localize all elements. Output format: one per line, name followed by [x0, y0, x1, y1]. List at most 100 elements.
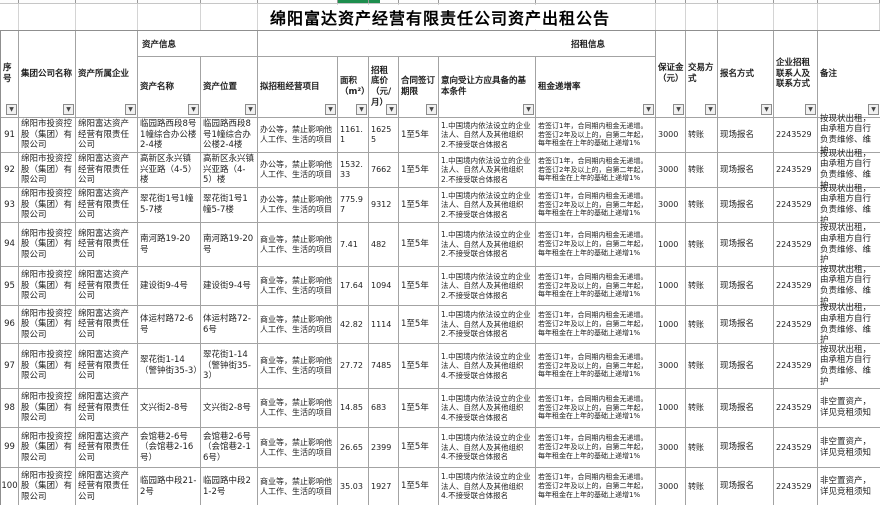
cell-bidder-conditions[interactable]: 1.中国境内依法设立的企业法人、自然人及其他组织 4.不接受联合体报名: [439, 468, 536, 505]
filter-dropdown-icon[interactable]: ▼: [761, 104, 772, 115]
cell-signup-method[interactable]: 现场报名: [718, 267, 774, 306]
cell-deposit[interactable]: 3000: [656, 118, 686, 153]
cell-contact[interactable]: 2243529: [774, 223, 818, 267]
col-header-bidder-conditions[interactable]: 意向受让方应具备的基本条件 ▼: [439, 57, 536, 118]
cell-remark[interactable]: 按现状出租，由承租方自行负责维修、维护: [818, 303, 880, 345]
cell-asset-location[interactable]: 临园路西段8号1幢综合办公楼2-4楼: [201, 118, 258, 153]
cell-area[interactable]: 1161.1: [338, 118, 369, 153]
cell-rent-increase[interactable]: 若签订1年，合同期内租金无递增。 若签订2年及以上的，自第二年起， 每年租金在上…: [536, 267, 656, 306]
cell-serial-number[interactable]: 98: [1, 389, 19, 428]
cell-deposit[interactable]: 1000: [656, 389, 686, 428]
cell-asset-owner[interactable]: 绵阳富达资产经营有限责任公司: [76, 468, 138, 505]
cell-asset-owner[interactable]: 绵阳富达资产经营有限责任公司: [76, 267, 138, 306]
cell-asset-location[interactable]: 翠花街1-14（警钟街35-3）: [201, 344, 258, 389]
cell-group-company[interactable]: 绵阳市投资控股（集团）有限公司: [19, 306, 76, 344]
cell-contact[interactable]: 2243529: [774, 468, 818, 505]
cell-asset-owner[interactable]: 绵阳富达资产经营有限责任公司: [76, 306, 138, 344]
cell-serial-number[interactable]: 100: [1, 468, 19, 505]
cell-rent-increase[interactable]: 若签订1年，合同期内租金无递增。 若签订2年及以上的，自第二年起， 每年租金在上…: [536, 188, 656, 223]
cell-base-price[interactable]: 7662: [369, 153, 399, 188]
filter-dropdown-icon[interactable]: ▼: [523, 104, 534, 115]
filter-dropdown-icon[interactable]: ▼: [386, 104, 397, 115]
cell-asset-location[interactable]: 建设街9-4号: [201, 267, 258, 306]
cell-contact[interactable]: 2243529: [774, 267, 818, 306]
cell-trade-method[interactable]: 转账: [686, 118, 718, 153]
cell-asset-location[interactable]: 南河路19-20号: [201, 223, 258, 267]
cell-remark[interactable]: 按现状出租，由承租方自行负责维修、维护: [818, 149, 880, 191]
filter-dropdown-icon[interactable]: ▼: [673, 104, 684, 115]
cell-asset-name[interactable]: 会馆巷2-6号（会馆巷2-16号）: [138, 428, 201, 468]
filter-dropdown-icon[interactable]: ▼: [643, 104, 654, 115]
cell-asset-owner[interactable]: 绵阳富达资产经营有限责任公司: [76, 118, 138, 153]
cell-contract-term[interactable]: 1至5年: [399, 344, 439, 389]
cell-trade-method[interactable]: 转账: [686, 188, 718, 223]
cell-rent-increase[interactable]: 若签订1年，合同期内租金无递增。 若签订2年及以上的，自第二年起， 每年租金在上…: [536, 118, 656, 153]
cell-group-company[interactable]: 绵阳市投资控股（集团）有限公司: [19, 389, 76, 428]
cell-base-price[interactable]: 683: [369, 389, 399, 428]
cell-group-company[interactable]: 绵阳市投资控股（集团）有限公司: [19, 188, 76, 223]
cell-asset-owner[interactable]: 绵阳富达资产经营有限责任公司: [76, 428, 138, 468]
cell-contract-term[interactable]: 1至5年: [399, 306, 439, 344]
col-header-asset-owner[interactable]: 资产所属企业 ▼: [76, 31, 138, 118]
cell-rent-increase[interactable]: 若签订1年，合同期内租金无递增。 若签订2年及以上的，自第二年起， 每年租金在上…: [536, 389, 656, 428]
cell-group-company[interactable]: 绵阳市投资控股（集团）有限公司: [19, 344, 76, 389]
cell-remark[interactable]: 按现状出租，由承租方自行负责维修、维护: [818, 223, 880, 267]
cell-base-price[interactable]: 1927: [369, 468, 399, 505]
cell-deposit[interactable]: 3000: [656, 468, 686, 505]
cell-rent-increase[interactable]: 若签订1年，合同期内租金无递增。 若签订2年及以上的，自第二年起， 每年租金在上…: [536, 428, 656, 468]
cell-rental-project[interactable]: 商业等，禁止影响他人工作、生活的项目: [258, 428, 338, 468]
cell-asset-name[interactable]: 临园路中段21-2号: [138, 468, 201, 505]
cell-remark[interactable]: 按现状出租，由承租方自行负责维修、维护: [818, 114, 880, 156]
cell-deposit[interactable]: 1000: [656, 306, 686, 344]
col-header-asset-name[interactable]: 资产名称 ▼: [138, 57, 201, 118]
cell-trade-method[interactable]: 转账: [686, 428, 718, 468]
cell-contact[interactable]: 2243529: [774, 306, 818, 344]
col-header-group-company[interactable]: 集团公司名称 ▼: [19, 31, 76, 118]
cell-asset-name[interactable]: 高新区永兴镇兴亚路（4-5）楼: [138, 153, 201, 188]
cell-group-company[interactable]: 绵阳市投资控股（集团）有限公司: [19, 223, 76, 267]
cell-bidder-conditions[interactable]: 1.中国境内依法设立的企业法人、自然人及其他组织 4.不接受联合体报名: [439, 389, 536, 428]
col-header-rent-increase[interactable]: 租金递增率 ▼: [536, 57, 656, 118]
cell-base-price[interactable]: 1094: [369, 267, 399, 306]
cell-remark[interactable]: 按现状出租，由承租方自行负责维修、维护: [818, 344, 880, 389]
cell-signup-method[interactable]: 现场报名: [718, 223, 774, 267]
filter-dropdown-icon[interactable]: ▼: [125, 104, 136, 115]
filter-dropdown-icon[interactable]: ▼: [6, 104, 17, 115]
cell-rental-project[interactable]: 办公等，禁止影响他人工作、生活的项目: [258, 188, 338, 223]
cell-deposit[interactable]: 3000: [656, 188, 686, 223]
cell-group-company[interactable]: 绵阳市投资控股（集团）有限公司: [19, 428, 76, 468]
cell-rent-increase[interactable]: 若签订1年，合同期内租金无递增。 若签订2年及以上的，自第二年起， 每年租金在上…: [536, 468, 656, 505]
cell-rental-project[interactable]: 办公等，禁止影响他人工作、生活的项目: [258, 153, 338, 188]
cell-rent-increase[interactable]: 若签订1年，合同期内租金无递增。 若签订2年及以上的，自第二年起， 每年租金在上…: [536, 344, 656, 389]
cell-asset-owner[interactable]: 绵阳富达资产经营有限责任公司: [76, 389, 138, 428]
cell-base-price[interactable]: 1114: [369, 306, 399, 344]
cell-rental-project[interactable]: 商业等，禁止影响他人工作、生活的项目: [258, 267, 338, 306]
col-header-base-price[interactable]: 招租底价（元/月） ▼: [369, 57, 399, 118]
cell-area[interactable]: 17.64: [338, 267, 369, 306]
cell-contact[interactable]: 2243529: [774, 188, 818, 223]
cell-asset-location[interactable]: 文兴街2-8号: [201, 389, 258, 428]
cell-serial-number[interactable]: 99: [1, 428, 19, 468]
cell-bidder-conditions[interactable]: 1.中国境内依法设立的企业法人、自然人及其他组织 2.不接受联合体报名: [439, 267, 536, 306]
cell-serial-number[interactable]: 94: [1, 223, 19, 267]
filter-dropdown-icon[interactable]: ▼: [63, 104, 74, 115]
cell-remark[interactable]: 按现状出租，由承租方自行负责维修、维护: [818, 184, 880, 226]
cell-asset-name[interactable]: 建设街9-4号: [138, 267, 201, 306]
cell-bidder-conditions[interactable]: 1.中国境内依法设立的企业法人、自然人及其他组织 4.不接受联合体报名: [439, 344, 536, 389]
cell-rent-increase[interactable]: 若签订1年，合同期内租金无递增。 若签订2年及以上的，自第二年起， 每年租金在上…: [536, 306, 656, 344]
col-group-header-asset-info[interactable]: 资产信息: [138, 31, 258, 57]
cell-asset-owner[interactable]: 绵阳富达资产经营有限责任公司: [76, 153, 138, 188]
cell-contract-term[interactable]: 1至5年: [399, 267, 439, 306]
cell-asset-name[interactable]: 体运村路72-6号: [138, 306, 201, 344]
cell-asset-name[interactable]: 翠花街1-14（警钟街35-3）: [138, 344, 202, 389]
cell-trade-method[interactable]: 转账: [686, 468, 718, 505]
filter-dropdown-icon[interactable]: ▼: [245, 104, 256, 115]
cell-remark[interactable]: 非空置资产，详见竞租须知: [818, 389, 880, 428]
cell-asset-name[interactable]: 翠花街1号1幢5-7楼: [138, 188, 201, 223]
cell-area[interactable]: 26.65: [338, 428, 369, 468]
cell-base-price[interactable]: 16255: [369, 118, 399, 153]
cell-rent-increase[interactable]: 若签订1年，合同期内租金无递增。 若签订2年及以上的，自第二年起， 每年租金在上…: [536, 153, 656, 188]
cell-contract-term[interactable]: 1至5年: [399, 118, 439, 153]
cell-rental-project[interactable]: 商业等，禁止影响他人工作、生活的项目: [258, 344, 338, 389]
cell-signup-method[interactable]: 现场报名: [718, 306, 774, 344]
